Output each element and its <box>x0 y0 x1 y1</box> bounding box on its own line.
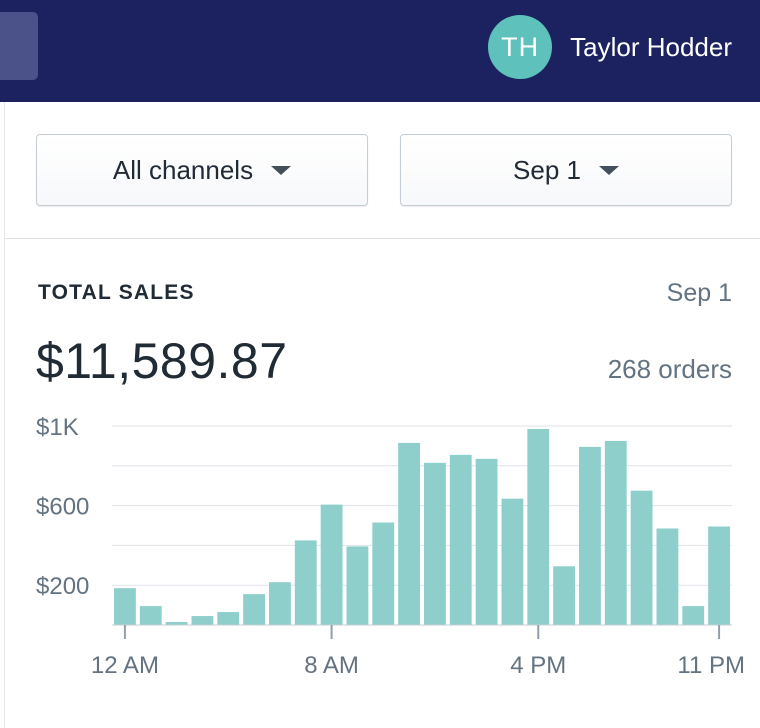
date-select[interactable]: Sep 1 <box>400 134 732 206</box>
chart-bar <box>527 428 550 625</box>
chart-bar <box>656 528 679 625</box>
chart-bar <box>630 490 653 625</box>
chart-bar <box>398 442 420 625</box>
chart-bar <box>501 498 524 625</box>
card-title: TOTAL SALES <box>38 281 195 304</box>
content-border <box>4 102 5 728</box>
caret-down-icon <box>271 165 292 175</box>
x-tick-label: 8 AM <box>304 652 359 679</box>
sales-chart: $1K $600 $200 12 AM 8 AM 4 PM 11 PM <box>0 400 760 700</box>
x-tick-label: 11 PM <box>677 652 745 679</box>
filter-bar: All channels Sep 1 <box>36 134 732 206</box>
y-tick-label: $1K <box>36 414 79 441</box>
sales-chart-svg: $1K $600 $200 12 AM 8 AM 4 PM 11 PM <box>36 414 745 679</box>
chart-bar <box>114 588 136 625</box>
caret-down-icon <box>598 165 619 175</box>
chart-bar <box>475 458 498 625</box>
chart-bar <box>424 462 446 625</box>
y-tick-label: $600 <box>36 494 89 521</box>
chart-bar <box>165 622 188 625</box>
chart-bar <box>346 546 369 625</box>
card-date: Sep 1 <box>666 279 732 307</box>
top-bar: TH Taylor Hodder <box>0 0 760 102</box>
chart-bar <box>553 566 575 625</box>
chart-bar <box>372 522 395 625</box>
x-tick-label: 12 AM <box>91 652 159 679</box>
avatar[interactable]: TH <box>488 15 553 79</box>
chart-bar <box>294 540 317 625</box>
channel-select[interactable]: All channels <box>36 134 368 206</box>
user-name[interactable]: Taylor Hodder <box>570 31 732 62</box>
chart-bar <box>217 612 240 625</box>
date-select-label: Sep 1 <box>513 154 581 185</box>
section-divider <box>4 238 760 239</box>
user-menu[interactable]: TH Taylor Hodder <box>488 15 732 79</box>
y-tick-label: $200 <box>36 573 89 600</box>
chart-bar <box>579 446 601 625</box>
chart-bar <box>708 526 730 625</box>
chart-bar <box>269 582 291 625</box>
chart-bar <box>449 454 472 625</box>
chart-bar <box>682 606 705 625</box>
channel-select-label: All channels <box>112 154 254 185</box>
chart-bar <box>139 606 162 625</box>
chart-bar <box>191 616 214 625</box>
orders-count: 268 orders <box>607 354 732 384</box>
x-tick-label: 4 PM <box>510 652 566 679</box>
chart-bar <box>320 504 343 625</box>
chart-bar <box>604 440 627 625</box>
chart-bar <box>243 594 265 625</box>
total-sales-amount: $11,589.87 <box>36 333 288 389</box>
search-field[interactable] <box>0 12 38 80</box>
